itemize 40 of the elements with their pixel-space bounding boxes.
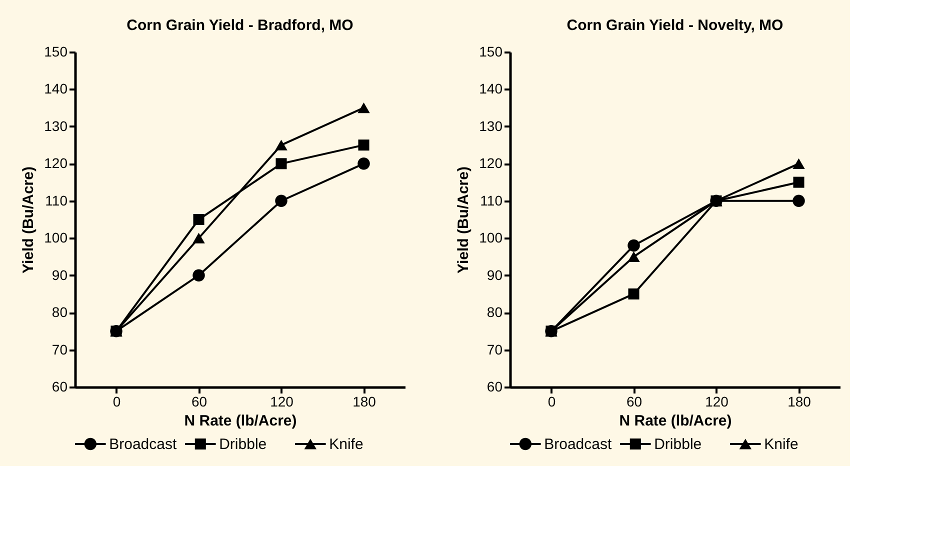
x-tick-label: 180 xyxy=(352,394,376,410)
legend-label: Knife xyxy=(329,436,364,453)
x-tick-label: 120 xyxy=(270,394,294,410)
y-axis-title: Yield (Bu/Acre) xyxy=(20,166,38,274)
x-tick-label: 180 xyxy=(788,394,812,410)
x-tick-label: 60 xyxy=(626,394,642,410)
y-tick-label: 110 xyxy=(45,192,68,208)
y-tick-label: 70 xyxy=(486,341,503,358)
chart-title: Corn Grain Yield - Bradford, MO xyxy=(126,17,354,34)
y-tick-label: 110 xyxy=(480,192,503,208)
y-tick-label: 120 xyxy=(44,155,68,172)
y-tick-label: 90 xyxy=(52,266,68,283)
y-axis-title: Yield (Bu/Acre) xyxy=(455,166,472,274)
x-tick-label: 120 xyxy=(705,394,729,410)
x-tick-label: 60 xyxy=(191,394,208,410)
legend-label: Dribble xyxy=(219,436,267,453)
y-tick-label: 70 xyxy=(52,341,68,358)
y-tick-label: 140 xyxy=(44,80,68,97)
y-tick-label: 60 xyxy=(486,378,503,394)
x-axis-title: N Rate (lb/Acre) xyxy=(184,412,297,430)
y-tick-label: 80 xyxy=(486,304,503,320)
y-tick-label: 140 xyxy=(479,80,503,97)
legend-label: Knife xyxy=(764,436,798,453)
y-tick-label: 130 xyxy=(44,118,68,134)
legend-label: Broadcast xyxy=(544,436,612,453)
chart-title: Corn Grain Yield - Novelty, MO xyxy=(566,17,784,34)
y-tick-label: 150 xyxy=(479,44,503,60)
y-tick-label: 130 xyxy=(479,118,503,134)
x-tick-label: 0 xyxy=(112,394,121,410)
y-tick-label: 80 xyxy=(52,304,68,320)
y-tick-label: 150 xyxy=(44,44,68,60)
y-tick-label: 100 xyxy=(44,230,68,246)
y-tick-label: 60 xyxy=(52,378,68,394)
x-axis-title: N Rate (lb/Acre) xyxy=(619,412,732,430)
legend-label: Broadcast xyxy=(109,436,178,453)
y-tick-label: 120 xyxy=(479,155,503,172)
x-tick-label: 0 xyxy=(548,394,556,410)
legend-label: Dribble xyxy=(654,436,702,453)
y-tick-label: 100 xyxy=(479,230,503,246)
y-tick-label: 90 xyxy=(486,266,503,283)
